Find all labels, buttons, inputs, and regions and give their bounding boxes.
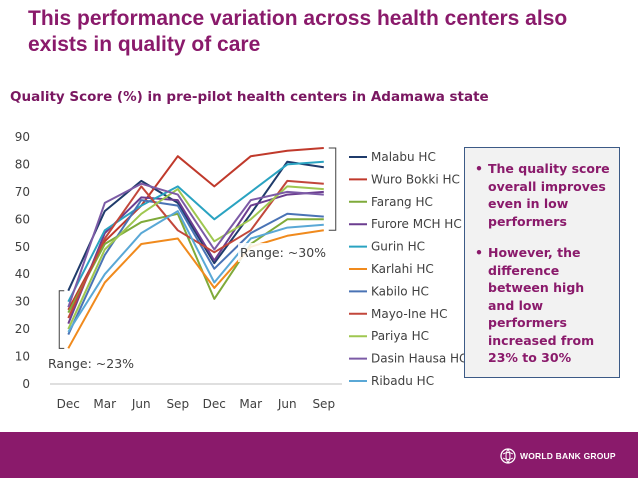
- legend-label: Ribadu HC: [371, 374, 434, 388]
- legend-label: Wuro Bokki HC: [371, 172, 460, 186]
- y-tick-label: 60: [15, 212, 30, 226]
- x-tick-label: Mar: [93, 397, 116, 411]
- chart-title: Quality Score (%) in pre-pilot health ce…: [10, 89, 489, 105]
- x-tick-label: Jun: [131, 397, 151, 411]
- series-line: [67, 179, 324, 319]
- legend-label: Mayo-Ine HC: [371, 307, 447, 321]
- legend-label: Farang HC: [371, 195, 433, 209]
- globe-icon: [500, 448, 516, 464]
- legend-label: Dasin Hausa HC: [371, 352, 467, 366]
- callout-bullet: However, the difference between high and…: [475, 244, 611, 367]
- series-line: [67, 210, 324, 333]
- y-tick-label: 90: [15, 130, 30, 144]
- series-line: [67, 229, 324, 349]
- y-tick-label: 20: [15, 322, 30, 336]
- range-annotation: Range: ~23%: [48, 356, 134, 371]
- range-annotation: Range: ~30%: [240, 245, 326, 260]
- range-bracket: [328, 147, 337, 231]
- y-tick-label: 10: [15, 350, 30, 364]
- world-bank-logo: WORLD BANK GROUP: [500, 448, 616, 464]
- x-tick-label: Dec: [203, 397, 226, 411]
- series-line: [67, 199, 324, 336]
- legend-label: Gurin HC: [371, 240, 425, 254]
- legend-label: Karlahi HC: [371, 262, 434, 276]
- y-tick-label: 40: [15, 267, 30, 281]
- series-line: [67, 160, 324, 303]
- x-tick-label: Sep: [166, 397, 189, 411]
- legend-label: Pariya HC: [371, 329, 429, 343]
- y-tick-label: 70: [15, 185, 30, 199]
- series-line: [67, 160, 324, 292]
- series-line: [67, 147, 324, 311]
- slide-title: This performance variation across health…: [28, 7, 568, 56]
- x-tick-label: Mar: [239, 397, 262, 411]
- logo-text: WORLD BANK GROUP: [520, 451, 616, 461]
- callout-bullet: The quality score overall improves even …: [475, 160, 611, 230]
- series-line: [67, 182, 324, 308]
- series-line: [67, 185, 324, 330]
- callout-box: The quality score overall improves even …: [464, 147, 620, 378]
- annotation-background: [238, 243, 325, 262]
- range-bracket: [58, 290, 65, 349]
- y-tick-label: 0: [22, 377, 30, 391]
- x-tick-label: Dec: [57, 397, 80, 411]
- legend-label: Kabilo HC: [371, 284, 429, 298]
- legend-label: Furore MCH HC: [371, 217, 462, 231]
- x-tick-label: Jun: [277, 397, 297, 411]
- footer-bar: [0, 432, 638, 478]
- line-chart: 0 10 20 30 40 50 60 70 80 90 Dec Mar Jun Sep Dec Mar Jun…: [15, 130, 468, 411]
- y-tick-label: 80: [15, 157, 30, 171]
- y-tick-label: 50: [15, 240, 30, 254]
- y-tick-label: 30: [15, 295, 30, 309]
- series-line: [67, 212, 324, 314]
- legend-label: Malabu HC: [371, 150, 436, 164]
- x-tick-label: Sep: [312, 397, 335, 411]
